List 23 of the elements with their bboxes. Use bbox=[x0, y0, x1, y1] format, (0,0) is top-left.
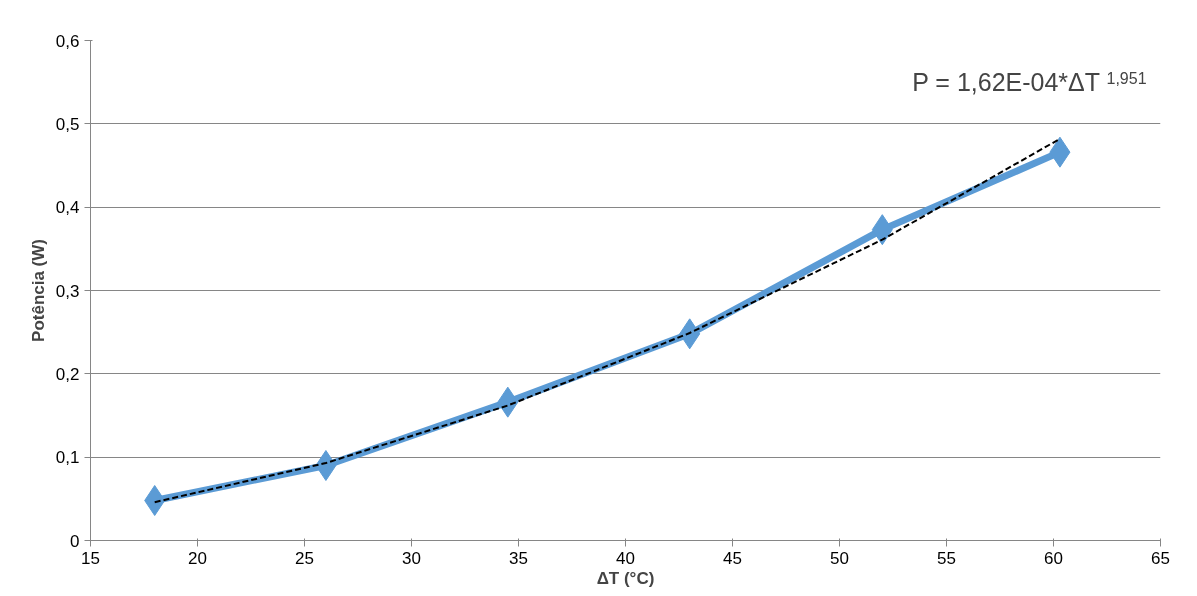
x-tick-label: 45 bbox=[723, 548, 742, 568]
x-tick-label: 55 bbox=[937, 548, 956, 568]
point bbox=[315, 450, 337, 481]
x-tick-label: 20 bbox=[188, 548, 207, 568]
y-tick-label: 0 bbox=[70, 531, 80, 551]
point bbox=[144, 485, 166, 516]
x-tick-label: 60 bbox=[1044, 548, 1063, 568]
y-axis-title: Potência (W) bbox=[28, 239, 48, 342]
x-tick-label: 50 bbox=[830, 548, 849, 568]
y-tick-label: 0,3 bbox=[55, 281, 80, 301]
x-axis-title: ΔT (°C) bbox=[596, 568, 655, 588]
y-tick-label: 0,1 bbox=[55, 448, 80, 468]
y-tick-label: 0,6 bbox=[55, 31, 80, 51]
x-tick-label: 15 bbox=[81, 548, 100, 568]
y-tick-label: 0,4 bbox=[55, 198, 80, 218]
x-tick-label: 40 bbox=[616, 548, 635, 568]
annotation: P = 1,62E-04*ΔT 1,951 bbox=[912, 67, 1147, 96]
x-tick-label: 30 bbox=[402, 548, 421, 568]
x-tick-label: 65 bbox=[1151, 548, 1170, 568]
y-tick-label: 0,5 bbox=[55, 114, 80, 134]
y-tick-label: 0,2 bbox=[55, 364, 80, 384]
x-tick-label: 25 bbox=[295, 548, 314, 568]
x-tick-label: 35 bbox=[509, 548, 528, 568]
